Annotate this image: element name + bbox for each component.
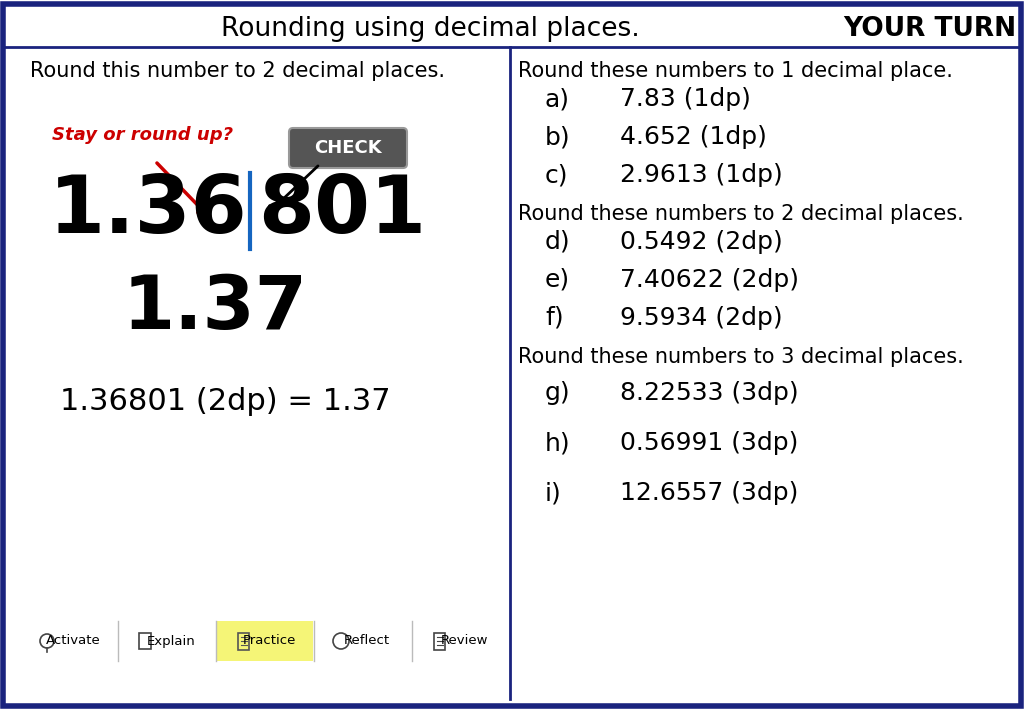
Text: 4.652 (1dp): 4.652 (1dp) [620, 125, 767, 149]
Text: Stay or round up?: Stay or round up? [52, 126, 233, 144]
Text: Round these numbers to 3 decimal places.: Round these numbers to 3 decimal places. [518, 347, 964, 367]
FancyBboxPatch shape [217, 621, 313, 661]
Text: h): h) [545, 431, 570, 455]
Text: Practice: Practice [243, 635, 296, 647]
FancyBboxPatch shape [289, 128, 407, 168]
Text: Activate: Activate [46, 635, 100, 647]
Text: 9.5934 (2dp): 9.5934 (2dp) [620, 306, 782, 330]
Text: 1.36801 (2dp) = 1.37: 1.36801 (2dp) = 1.37 [59, 386, 390, 415]
Text: 7.83 (1dp): 7.83 (1dp) [620, 87, 751, 111]
Text: Review: Review [441, 635, 488, 647]
Text: Round these numbers to 2 decimal places.: Round these numbers to 2 decimal places. [518, 204, 964, 224]
Text: CHECK: CHECK [314, 139, 382, 157]
Text: 1.37: 1.37 [123, 272, 307, 345]
Text: g): g) [545, 381, 570, 405]
Text: b): b) [545, 125, 570, 149]
Text: Round this number to 2 decimal places.: Round this number to 2 decimal places. [30, 61, 445, 81]
Text: Explain: Explain [146, 635, 196, 647]
Text: 7.40622 (2dp): 7.40622 (2dp) [620, 268, 799, 292]
FancyBboxPatch shape [3, 4, 1021, 706]
Text: 0.5492 (2dp): 0.5492 (2dp) [620, 230, 782, 254]
Text: d): d) [545, 230, 570, 254]
Text: c): c) [545, 163, 568, 187]
Text: 801: 801 [258, 172, 426, 250]
Text: a): a) [545, 87, 570, 111]
Text: e): e) [545, 268, 570, 292]
FancyBboxPatch shape [238, 633, 249, 650]
Text: 12.6557 (3dp): 12.6557 (3dp) [620, 481, 799, 505]
Text: f): f) [545, 306, 563, 330]
Text: 2.9613 (1dp): 2.9613 (1dp) [620, 163, 782, 187]
Text: 0.56991 (3dp): 0.56991 (3dp) [620, 431, 799, 455]
Text: YOUR TURN: YOUR TURN [843, 16, 1016, 42]
Text: Rounding using decimal places.: Rounding using decimal places. [220, 16, 639, 42]
Text: 8.22533 (3dp): 8.22533 (3dp) [620, 381, 799, 405]
Text: Round these numbers to 1 decimal place.: Round these numbers to 1 decimal place. [518, 61, 953, 81]
Text: Reflect: Reflect [344, 635, 390, 647]
Text: 1.36: 1.36 [49, 172, 248, 250]
Text: i): i) [545, 481, 562, 505]
